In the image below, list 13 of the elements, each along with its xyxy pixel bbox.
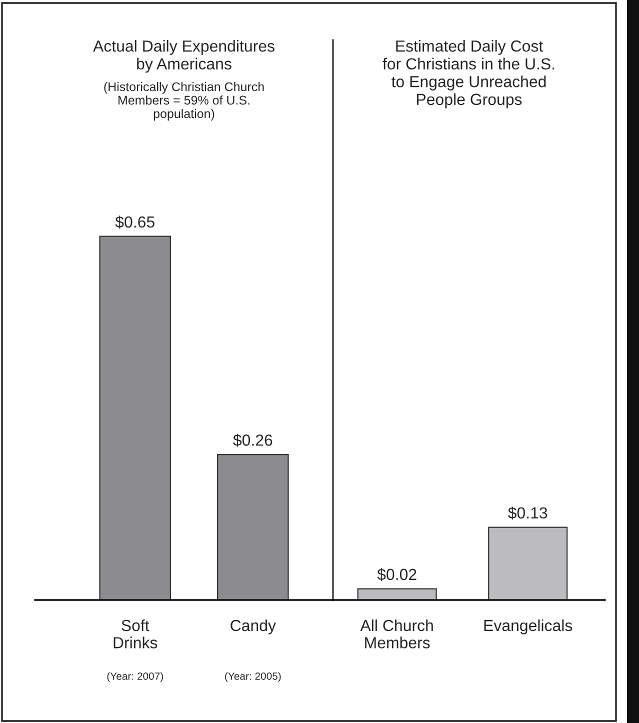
x-tick-label: Soft Drinks xyxy=(114,619,158,648)
text: (Year: 2007) xyxy=(107,672,163,682)
data-label: $0.26 xyxy=(233,434,272,447)
chart-title: Actual Daily Expenditures by Americans xyxy=(93,40,274,73)
chart-subtitle: (Historically Christian Church Members = 59% of U.S. population) xyxy=(104,82,264,121)
data-label: $0.65 xyxy=(115,216,154,229)
data-label: $0.02 xyxy=(377,568,416,582)
data-label: $0.13 xyxy=(508,506,548,520)
x-tick-label: Evangelicals xyxy=(484,619,572,634)
chart-title: Estimated Daily Cost for Christians in the U.S. to Engage Unreached People Groups xyxy=(382,40,554,108)
text: (Year: 2005) xyxy=(225,672,281,682)
x-tick-label: Candy xyxy=(230,619,276,634)
x-tick-label: All Church Members xyxy=(360,619,433,648)
